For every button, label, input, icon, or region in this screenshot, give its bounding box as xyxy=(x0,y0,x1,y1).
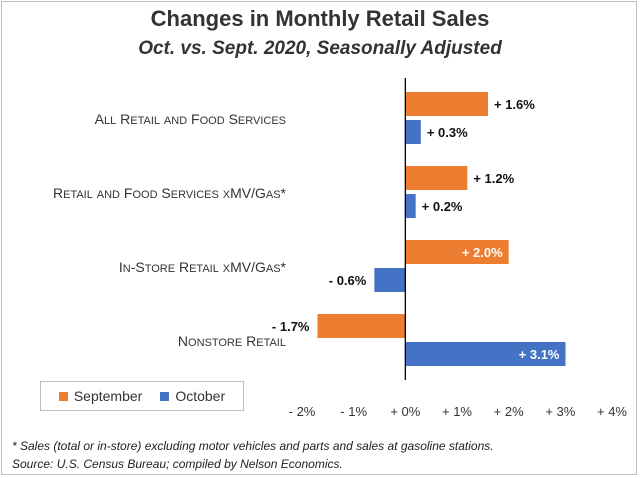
data-label: + 3.1% xyxy=(519,347,560,362)
x-tick-label: - 1% xyxy=(340,404,367,419)
data-label: + 0.2% xyxy=(422,199,463,214)
x-tick-label: + 0% xyxy=(390,404,420,419)
footnote-definition: * Sales (total or in-store) excluding mo… xyxy=(12,439,494,453)
bar-october xyxy=(405,194,416,218)
x-tick-label: - 2% xyxy=(289,404,316,419)
x-tick-label: + 2% xyxy=(494,404,524,419)
legend-item-october: October xyxy=(160,388,225,404)
legend-item-september: September xyxy=(58,388,143,404)
category-label: ALL RETAIL AND FOOD SERVICES xyxy=(95,111,286,127)
bar-october xyxy=(405,342,566,366)
bar-september xyxy=(317,314,406,338)
bar-september xyxy=(405,240,509,264)
x-tick-label: + 1% xyxy=(442,404,472,419)
bar-september xyxy=(405,166,468,190)
bar-september xyxy=(405,92,488,116)
legend-label-september: September xyxy=(73,388,143,404)
x-tick-label: + 4% xyxy=(597,404,627,419)
x-tick-label: + 3% xyxy=(545,404,575,419)
chart-subtitle: Oct. vs. Sept. 2020, Seasonally Adjusted xyxy=(138,38,502,59)
data-label: - 1.7% xyxy=(272,319,310,334)
bar-october xyxy=(405,120,421,144)
legend-label-october: October xyxy=(175,388,226,404)
legend: September October xyxy=(40,381,244,411)
data-label: + 2.0% xyxy=(462,245,503,260)
category-label: IN-STORE RETAIL XMV/GAS* xyxy=(119,259,287,275)
data-label: - 0.6% xyxy=(329,273,367,288)
data-label: + 0.3% xyxy=(427,125,468,140)
data-label: + 1.6% xyxy=(494,97,535,112)
chart-title: Changes in Monthly Retail Sales xyxy=(150,6,490,31)
data-label: + 1.2% xyxy=(473,171,514,186)
legend-swatch-september xyxy=(58,391,68,401)
footnote-source: Source: U.S. Census Bureau; compiled by … xyxy=(12,457,343,471)
bar-october xyxy=(374,268,406,292)
legend-swatch-october xyxy=(160,391,170,401)
category-label: RETAIL AND FOOD SERVICES XMV/GAS* xyxy=(53,185,287,201)
footnotes: * Sales (total or in-store) excluding mo… xyxy=(12,437,632,473)
category-label: NONSTORE RETAIL xyxy=(178,333,286,349)
